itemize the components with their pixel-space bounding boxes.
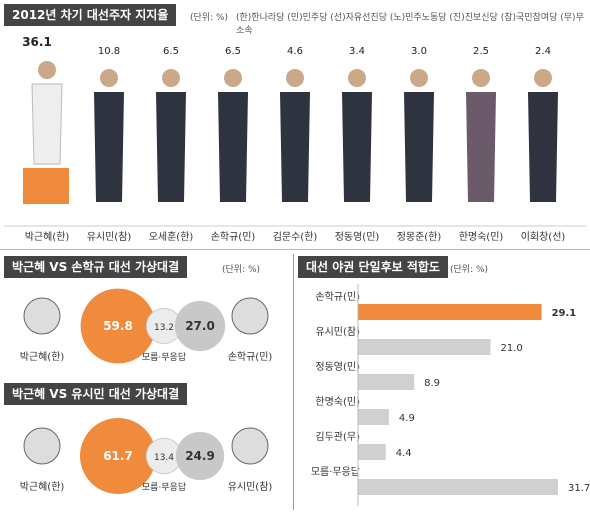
category-label: 김문수(한) [273, 231, 318, 243]
candidate-head [224, 69, 242, 87]
right-name: 유시민(참) [228, 481, 273, 493]
top-chart-title: 2012년 차기 대선주자 지지율 [4, 4, 177, 26]
portrait-left [23, 297, 61, 335]
category-label: 오세훈(한) [149, 230, 194, 243]
value-label: 8.9 [424, 378, 440, 389]
section-divider [0, 249, 590, 250]
candidate-head [348, 69, 366, 87]
value-label: 10.8 [98, 46, 120, 57]
bubble-value: 13.4 [154, 453, 174, 463]
value-label: 2.5 [473, 46, 489, 57]
value-label: 21.0 [500, 343, 522, 354]
portrait-right [231, 297, 269, 335]
value-label: 4.4 [396, 448, 412, 459]
candidate-figure [342, 92, 372, 202]
category-label: 김두관(무) [315, 431, 360, 443]
category-label: 박근혜(한) [25, 231, 70, 243]
value-label: 31.7 [568, 483, 590, 494]
category-label: 유시민(참) [87, 231, 132, 243]
portrait-left [23, 427, 61, 465]
value-label: 3.0 [411, 46, 427, 57]
bubble-2 [175, 431, 225, 481]
bar [358, 339, 491, 355]
candidate-figure [280, 92, 310, 202]
fitness-chart: 손학규(민) 29.1 유시민(참) 21.0 정동영(민) 8.9 한명숙(민) 4.9 김두… [311, 284, 590, 506]
right-name: 손학규(민) [228, 351, 273, 363]
bubble-value: 24.9 [185, 449, 215, 463]
candidate-head [410, 69, 428, 87]
candidate-head [162, 69, 180, 87]
bar [358, 444, 386, 460]
candidate-figure [528, 92, 558, 202]
candidate-head [286, 69, 304, 87]
candidate-figure [156, 92, 186, 202]
left-name: 박근혜(한) [20, 351, 65, 363]
bar [358, 304, 542, 320]
matchup2-chart: 박근혜(한) 유시민(참) 61.7 13.4 24.9 모름·무응답 [20, 418, 273, 494]
category-label: 한명숙(민) [459, 231, 504, 243]
category-label: 정동영(민) [315, 361, 360, 373]
bubble-value: 59.8 [103, 319, 133, 333]
bar [358, 479, 558, 495]
category-label: 정동영(민) [335, 231, 380, 243]
candidate-head [38, 61, 56, 79]
candidate-figure [404, 92, 434, 202]
party-legend: (한)한나라당 (민)민주당 (선)자유선진당 (노)민주노동당 (진)진보신당… [236, 13, 584, 36]
top-chart-unit: (단위: %) [190, 13, 229, 23]
support-rate-chart: 36.1 박근혜(한) 10.8 유시민(참) 6.5 오세훈(한) 6.5 손학규(민) 4.… [4, 35, 586, 243]
bar [358, 374, 415, 390]
matchup1-chart: 박근혜(한) 손학규(민) 59.8 13.2 27.0 모름·무응답 [20, 288, 273, 364]
candidate-figure [31, 83, 63, 165]
value-label: 36.1 [22, 35, 52, 49]
undecided-label: 모름·무응답 [142, 481, 186, 493]
category-label: 손학규(민) [211, 231, 256, 243]
candidate-head [100, 69, 118, 87]
bar [358, 409, 389, 425]
value-label: 6.5 [163, 46, 179, 57]
bubble-2 [174, 300, 226, 352]
category-label: 유시민(참) [315, 326, 360, 338]
leader-bar [23, 168, 69, 204]
bubble-value: 27.0 [185, 319, 215, 333]
category-label: 한명숙(민) [315, 396, 360, 408]
fitness-title: 대선 야권 단일후보 적합도 [298, 256, 448, 278]
bubble-value: 13.2 [154, 323, 174, 333]
value-label: 4.9 [399, 413, 415, 424]
category-label: 모름·무응답 [311, 466, 360, 478]
matchup2-title: 박근혜 VS 유시민 대선 가상대결 [4, 383, 188, 405]
value-label: 2.4 [535, 46, 551, 57]
candidate-figure [466, 92, 496, 202]
column-divider [293, 254, 294, 510]
left-name: 박근혜(한) [20, 481, 65, 493]
bubble-0 [80, 418, 156, 494]
category-label: 손학규(민) [315, 291, 360, 303]
portrait-right [231, 427, 269, 465]
fitness-unit: (단위: %) [450, 265, 489, 275]
value-label: 4.6 [287, 46, 303, 57]
value-label: 6.5 [225, 46, 241, 57]
matchup1-unit: (단위: %) [222, 265, 261, 275]
value-label: 29.1 [552, 308, 577, 319]
category-label: 정몽준(한) [397, 231, 442, 243]
bubble-0 [80, 288, 156, 364]
category-label: 이회창(선) [521, 231, 566, 243]
candidate-figure [218, 92, 248, 202]
matchup1-title: 박근혜 VS 손학규 대선 가상대결 [4, 256, 188, 278]
value-label: 3.4 [349, 46, 365, 57]
undecided-label: 모름·무응답 [142, 351, 186, 363]
candidate-figure [94, 92, 124, 202]
candidate-head [534, 69, 552, 87]
bubble-value: 61.7 [103, 449, 133, 463]
candidate-head [472, 69, 490, 87]
